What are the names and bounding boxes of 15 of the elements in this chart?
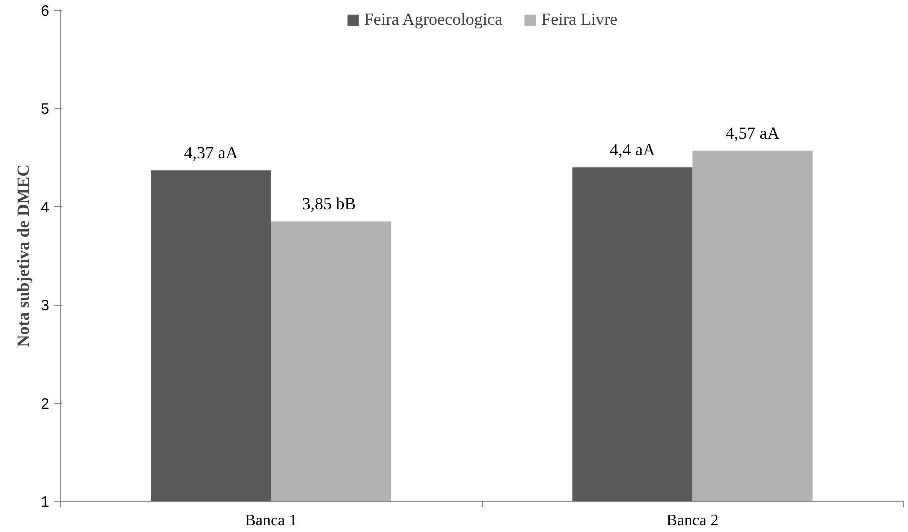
y-tick-label: 2 xyxy=(41,396,50,413)
legend-label: Feira Livre xyxy=(542,10,618,30)
y-tick-label: 6 xyxy=(41,3,50,20)
legend-label: Feira Agroecologica xyxy=(364,10,503,30)
y-tick-label: 1 xyxy=(41,494,50,511)
data-label: 4,37 aA xyxy=(184,144,239,163)
x-tick-label: Banca 2 xyxy=(666,512,719,530)
data-label: 4,4 aA xyxy=(610,140,656,160)
y-tick-label: 4 xyxy=(41,199,50,216)
data-label: 4,57 aA xyxy=(726,124,780,143)
y-tick-label: 5 xyxy=(41,101,50,118)
data-label: 3,85 bB xyxy=(302,194,356,214)
y-axis-title: Nota subjetiva de DMEC xyxy=(14,164,34,348)
x-tick-label: Banca 1 xyxy=(245,512,298,530)
y-tick-label: 3 xyxy=(41,298,50,315)
